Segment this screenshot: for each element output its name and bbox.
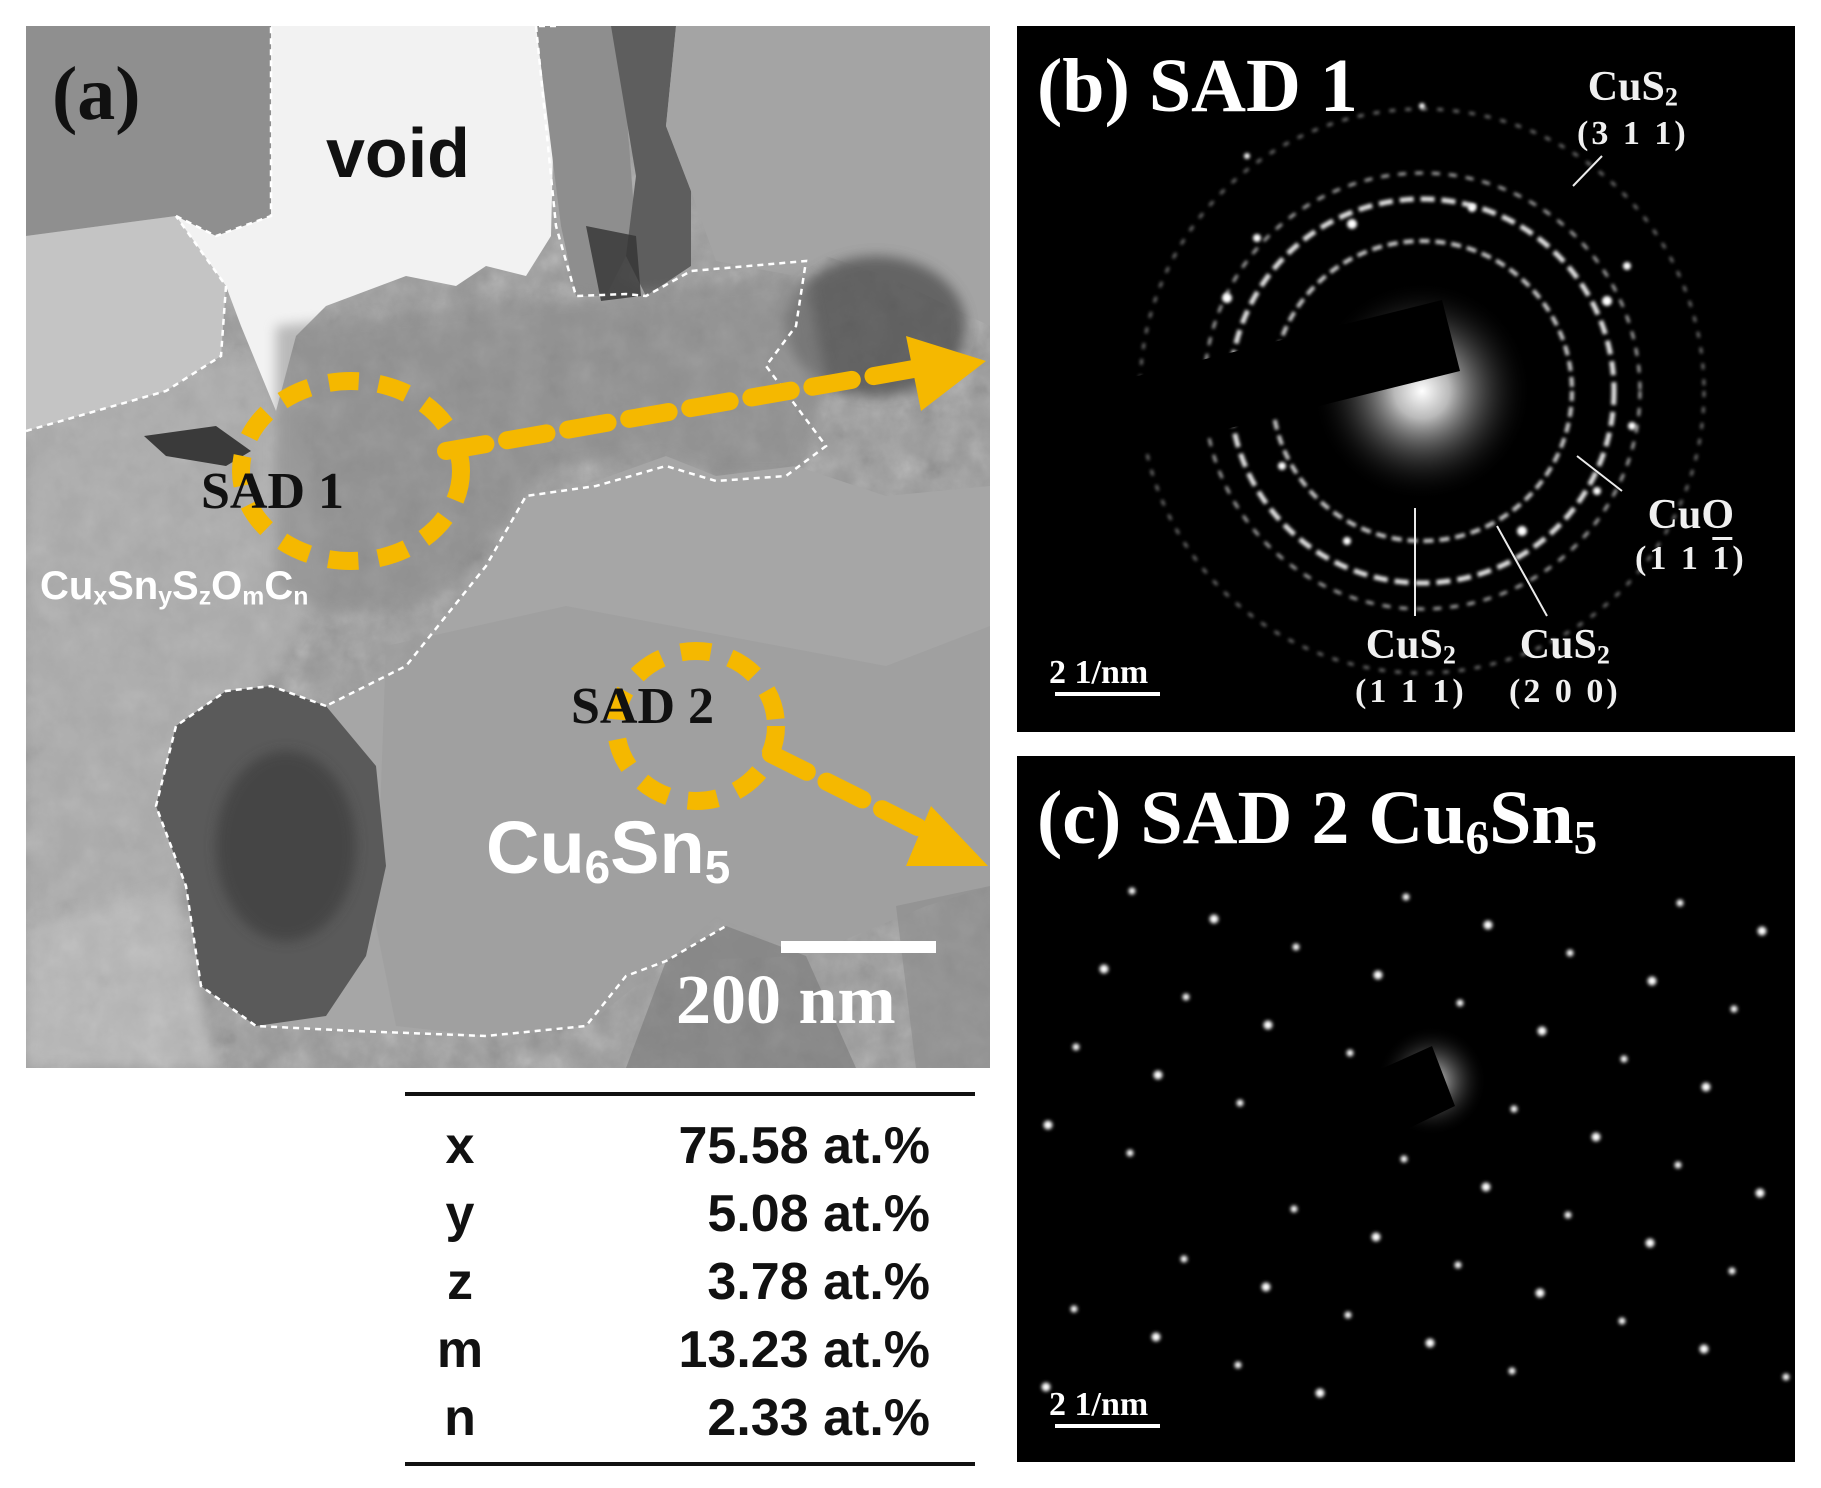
diffraction-spot xyxy=(1647,976,1657,986)
sad1-selection-ring xyxy=(232,372,470,570)
ring-label-cus2-311: CuS2 (3 1 1) xyxy=(1577,64,1689,152)
diffraction-spot xyxy=(1564,1211,1572,1219)
tem-micrograph-panel: (a) void SAD 1 SAD 2 CuxSnySzOmCn Cu6Sn5… xyxy=(26,26,990,1068)
composition-variable: m xyxy=(436,1321,484,1379)
diffraction-spot xyxy=(1128,887,1136,895)
beam-stop-c xyxy=(1017,1046,1455,1316)
table-row: y 5.08 at.% xyxy=(405,1180,975,1248)
diffraction-spot xyxy=(1346,1049,1354,1057)
diffraction-spot xyxy=(1510,1105,1518,1113)
diffraction-spot xyxy=(1402,893,1410,901)
diffraction-spot xyxy=(1373,970,1383,980)
scale-bar-line xyxy=(781,941,936,953)
sad1-diffraction-panel: (b) SAD 1 CuS2 (3 1 1) CuO (1 1 1) CuS2 … xyxy=(1017,26,1795,732)
cu6sn5-grain-label: Cu6Sn5 xyxy=(486,806,731,894)
table-row: n 2.33 at.% xyxy=(405,1384,975,1452)
sad2-selection-ring xyxy=(607,642,785,810)
diffraction-spot xyxy=(1153,1070,1163,1080)
diffraction-spot xyxy=(1182,993,1190,1001)
sad2-label: SAD 2 xyxy=(571,678,715,735)
diffraction-spot xyxy=(1344,1311,1352,1319)
diffraction-spot xyxy=(1290,1205,1298,1213)
sad2-diffraction-panel: (c) SAD 2 Cu6Sn5 2 1/nm xyxy=(1017,756,1795,1462)
panel-b-title: (b) SAD 1 xyxy=(1037,44,1358,128)
diffraction-spot xyxy=(1456,999,1464,1007)
composition-variable: y xyxy=(445,1185,475,1243)
diffraction-spot xyxy=(1674,1161,1682,1169)
scale-bar-line-b xyxy=(1055,692,1160,696)
diffraction-spot xyxy=(1728,1267,1736,1275)
diffraction-spot xyxy=(1180,1255,1188,1263)
diffraction-spot xyxy=(1757,926,1767,936)
diffraction-spot xyxy=(1483,920,1493,930)
diffraction-spot xyxy=(1315,1388,1325,1398)
diffraction-spot xyxy=(1591,1132,1601,1142)
diffraction-spot xyxy=(1209,914,1219,924)
spot-pattern-image xyxy=(1017,756,1795,1462)
composition-variable: n xyxy=(444,1389,476,1447)
diffraction-spot xyxy=(1041,1382,1051,1392)
table-row: m 13.23 at.% xyxy=(405,1316,975,1384)
panel-c-title: (c) SAD 2 Cu6Sn5 xyxy=(1037,776,1598,865)
scale-label-b: 2 1/nm xyxy=(1049,654,1149,691)
diffraction-spot xyxy=(1126,1149,1134,1157)
table-row: x 75.58 at.% xyxy=(405,1112,975,1180)
diffraction-spot xyxy=(1537,1026,1547,1036)
micrograph-image xyxy=(26,26,990,1068)
diffraction-spot xyxy=(1151,1332,1161,1342)
diffraction-spot xyxy=(1508,1367,1516,1375)
beam-stop xyxy=(1017,300,1460,481)
diffraction-spot xyxy=(1618,1317,1626,1325)
diffraction-spot xyxy=(1566,949,1574,957)
composition-value: 2.33 at.% xyxy=(707,1389,930,1447)
diffraction-spot xyxy=(1699,1344,1709,1354)
composition-value: 3.78 at.% xyxy=(707,1253,930,1311)
composition-value: 13.23 at.% xyxy=(678,1321,931,1379)
scale-label-c: 2 1/nm xyxy=(1049,1386,1149,1423)
void-label: void xyxy=(326,114,470,192)
ring-pattern-image xyxy=(1017,26,1795,732)
diffraction-spot xyxy=(1481,1182,1491,1192)
diffraction-spot xyxy=(1043,1120,1053,1130)
table-row: z 3.78 at.% xyxy=(405,1248,975,1316)
composition-table: x 75.58 at.% y 5.08 at.% z 3.78 at.% m 1… xyxy=(405,1092,975,1466)
ring-label-cuo-111: CuO (1 1 1) xyxy=(1635,492,1747,577)
diffraction-spot xyxy=(1620,1055,1628,1063)
diffraction-spot xyxy=(1371,1232,1381,1242)
diffraction-spot xyxy=(1234,1361,1242,1369)
diffraction-spot xyxy=(1400,1155,1408,1163)
diffraction-spot xyxy=(1425,1338,1435,1348)
diffraction-spot xyxy=(1070,1305,1078,1313)
amorphous-phase-label: CuxSnySzOmCn xyxy=(40,564,309,611)
diffraction-spot xyxy=(1072,1043,1080,1051)
composition-value: 5.08 at.% xyxy=(707,1185,930,1243)
scale-bar-line-c xyxy=(1055,1424,1160,1428)
ring-label-cus2-111: CuS2 (1 1 1) xyxy=(1355,622,1467,710)
diffraction-spot xyxy=(1261,1282,1271,1292)
composition-variable: z xyxy=(447,1253,473,1311)
ring-label-cus2-200: CuS2 (2 0 0) xyxy=(1509,622,1621,710)
diffraction-spot xyxy=(1730,1005,1738,1013)
sad1-label: SAD 1 xyxy=(201,463,345,520)
scale-bar-label: 200 nm xyxy=(676,962,896,1039)
diffraction-spot xyxy=(1782,1373,1790,1381)
diffraction-spot xyxy=(1263,1020,1273,1030)
composition-value: 75.58 at.% xyxy=(678,1117,931,1175)
diffraction-spot xyxy=(1755,1188,1765,1198)
panel-a-label: (a) xyxy=(52,52,141,136)
composition-variable: x xyxy=(445,1117,475,1175)
diffraction-spot xyxy=(1645,1238,1655,1248)
diffraction-spot xyxy=(1454,1261,1462,1269)
diffraction-spot xyxy=(1535,1288,1545,1298)
diffraction-spot xyxy=(1676,899,1684,907)
diffraction-spot xyxy=(1236,1099,1244,1107)
diffraction-spot xyxy=(1099,964,1109,974)
diffraction-spot xyxy=(1701,1082,1711,1092)
diffraction-spot xyxy=(1292,943,1300,951)
